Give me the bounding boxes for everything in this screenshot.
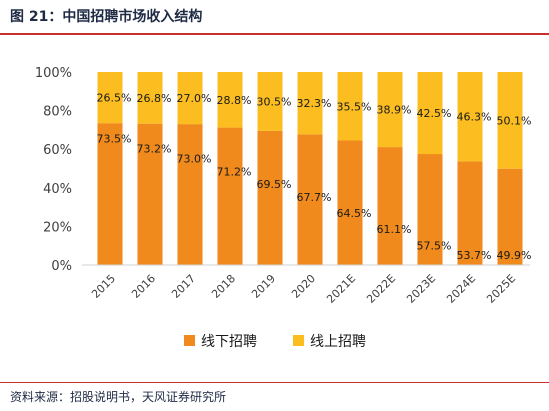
y-tick-label: 80%: [43, 105, 72, 120]
bar-offline: [337, 140, 363, 265]
bar-online: [457, 72, 483, 162]
footer-divider: [0, 382, 549, 383]
bar-online: [377, 72, 403, 148]
data-label-offline: 64.5%: [337, 207, 372, 220]
legend-swatch-online: [293, 335, 304, 346]
y-tick-label: 20%: [43, 220, 72, 235]
data-label-offline: 73.2%: [137, 143, 172, 156]
x-tick-label: 2023E: [404, 272, 438, 306]
legend-label-offline: 线下招聘: [201, 334, 257, 350]
bar-online: [257, 72, 283, 131]
y-tick-label: 100%: [35, 66, 72, 81]
bar-offline: [257, 130, 283, 265]
bar-online: [97, 72, 123, 124]
source-note: 资料来源：招股说明书，天风证券研究所: [10, 390, 227, 404]
bar-online: [337, 72, 363, 141]
x-tick-label: 2018: [209, 272, 238, 301]
bar-offline: [497, 168, 523, 265]
data-label-offline: 67.7%: [297, 191, 332, 204]
bar-offline: [177, 124, 203, 265]
data-label-online: 46.3%: [457, 111, 492, 124]
data-labels: 73.5% 26.5% 73.2% 26.8% 73.0% 27.0% 71.2% 28.8%…: [97, 92, 532, 262]
bars: [97, 72, 523, 266]
data-label-online: 26.5%: [97, 92, 132, 105]
data-label-online: 42.5%: [417, 107, 452, 120]
data-label-offline: 57.5%: [417, 239, 452, 252]
title-divider: [0, 33, 549, 35]
data-label-online: 35.5%: [337, 100, 372, 113]
data-label-online: 26.8%: [137, 92, 172, 105]
y-axis: 0% 20% 40% 60% 80% 100%: [35, 66, 72, 274]
data-label-offline: 61.1%: [377, 223, 412, 236]
data-label-online: 30.5%: [257, 95, 292, 108]
x-tick-label: 2024E: [444, 272, 478, 306]
data-label-online: 32.3%: [297, 97, 332, 110]
bar-online: [217, 72, 243, 128]
x-axis: 2015 2016 2017 2018 2019 2020 2021E 2022E 2023E 2…: [82, 264, 530, 306]
bar-offline: [297, 134, 323, 265]
chart-title: 图 21：中国招聘市场收入结构: [10, 9, 203, 25]
data-label-offline: 69.5%: [257, 178, 292, 191]
data-label-offline: 53.7%: [457, 249, 492, 262]
bar-offline: [217, 127, 243, 265]
x-tick-label: 2020: [289, 272, 318, 301]
x-tick-label: 2017: [169, 272, 198, 301]
x-tick-label: 2022E: [364, 272, 398, 306]
bar-online: [417, 72, 443, 155]
data-label-online: 28.8%: [217, 94, 252, 107]
data-label-online: 27.0%: [177, 92, 212, 105]
bar-offline: [137, 123, 163, 265]
bar-online: [177, 72, 203, 125]
data-label-offline: 73.5%: [97, 132, 132, 145]
data-label-online: 38.9%: [377, 104, 412, 117]
data-label-offline: 73.0%: [177, 152, 212, 165]
bar-online: [137, 72, 163, 124]
bar-online: [497, 72, 523, 169]
x-tick-label: 2015: [89, 272, 118, 301]
y-tick-label: 0%: [51, 259, 72, 274]
bar-offline: [417, 154, 443, 265]
legend-label-online: 线上招聘: [310, 334, 366, 350]
data-label-offline: 71.2%: [217, 165, 252, 178]
y-tick-label: 60%: [43, 143, 72, 158]
x-tick-label: 2016: [129, 272, 158, 301]
stacked-bar-chart: 0%20%40%60%80%100% 73.5%26.5%73.2%26.8%7…: [35, 66, 532, 350]
y-tick-label: 40%: [43, 182, 72, 197]
data-label-online: 50.1%: [497, 114, 532, 127]
bar-offline: [377, 147, 403, 265]
bar-online: [297, 72, 323, 135]
x-tick-label: 2021E: [324, 272, 358, 306]
legend: 线下招聘 线上招聘: [184, 334, 366, 350]
bar-offline: [457, 161, 483, 265]
x-tick-label: 2025E: [484, 272, 518, 306]
x-tick-label: 2019: [249, 272, 278, 301]
legend-swatch-offline: [184, 335, 195, 346]
bar-offline: [97, 123, 123, 266]
data-label-offline: 49.9%: [497, 249, 532, 262]
